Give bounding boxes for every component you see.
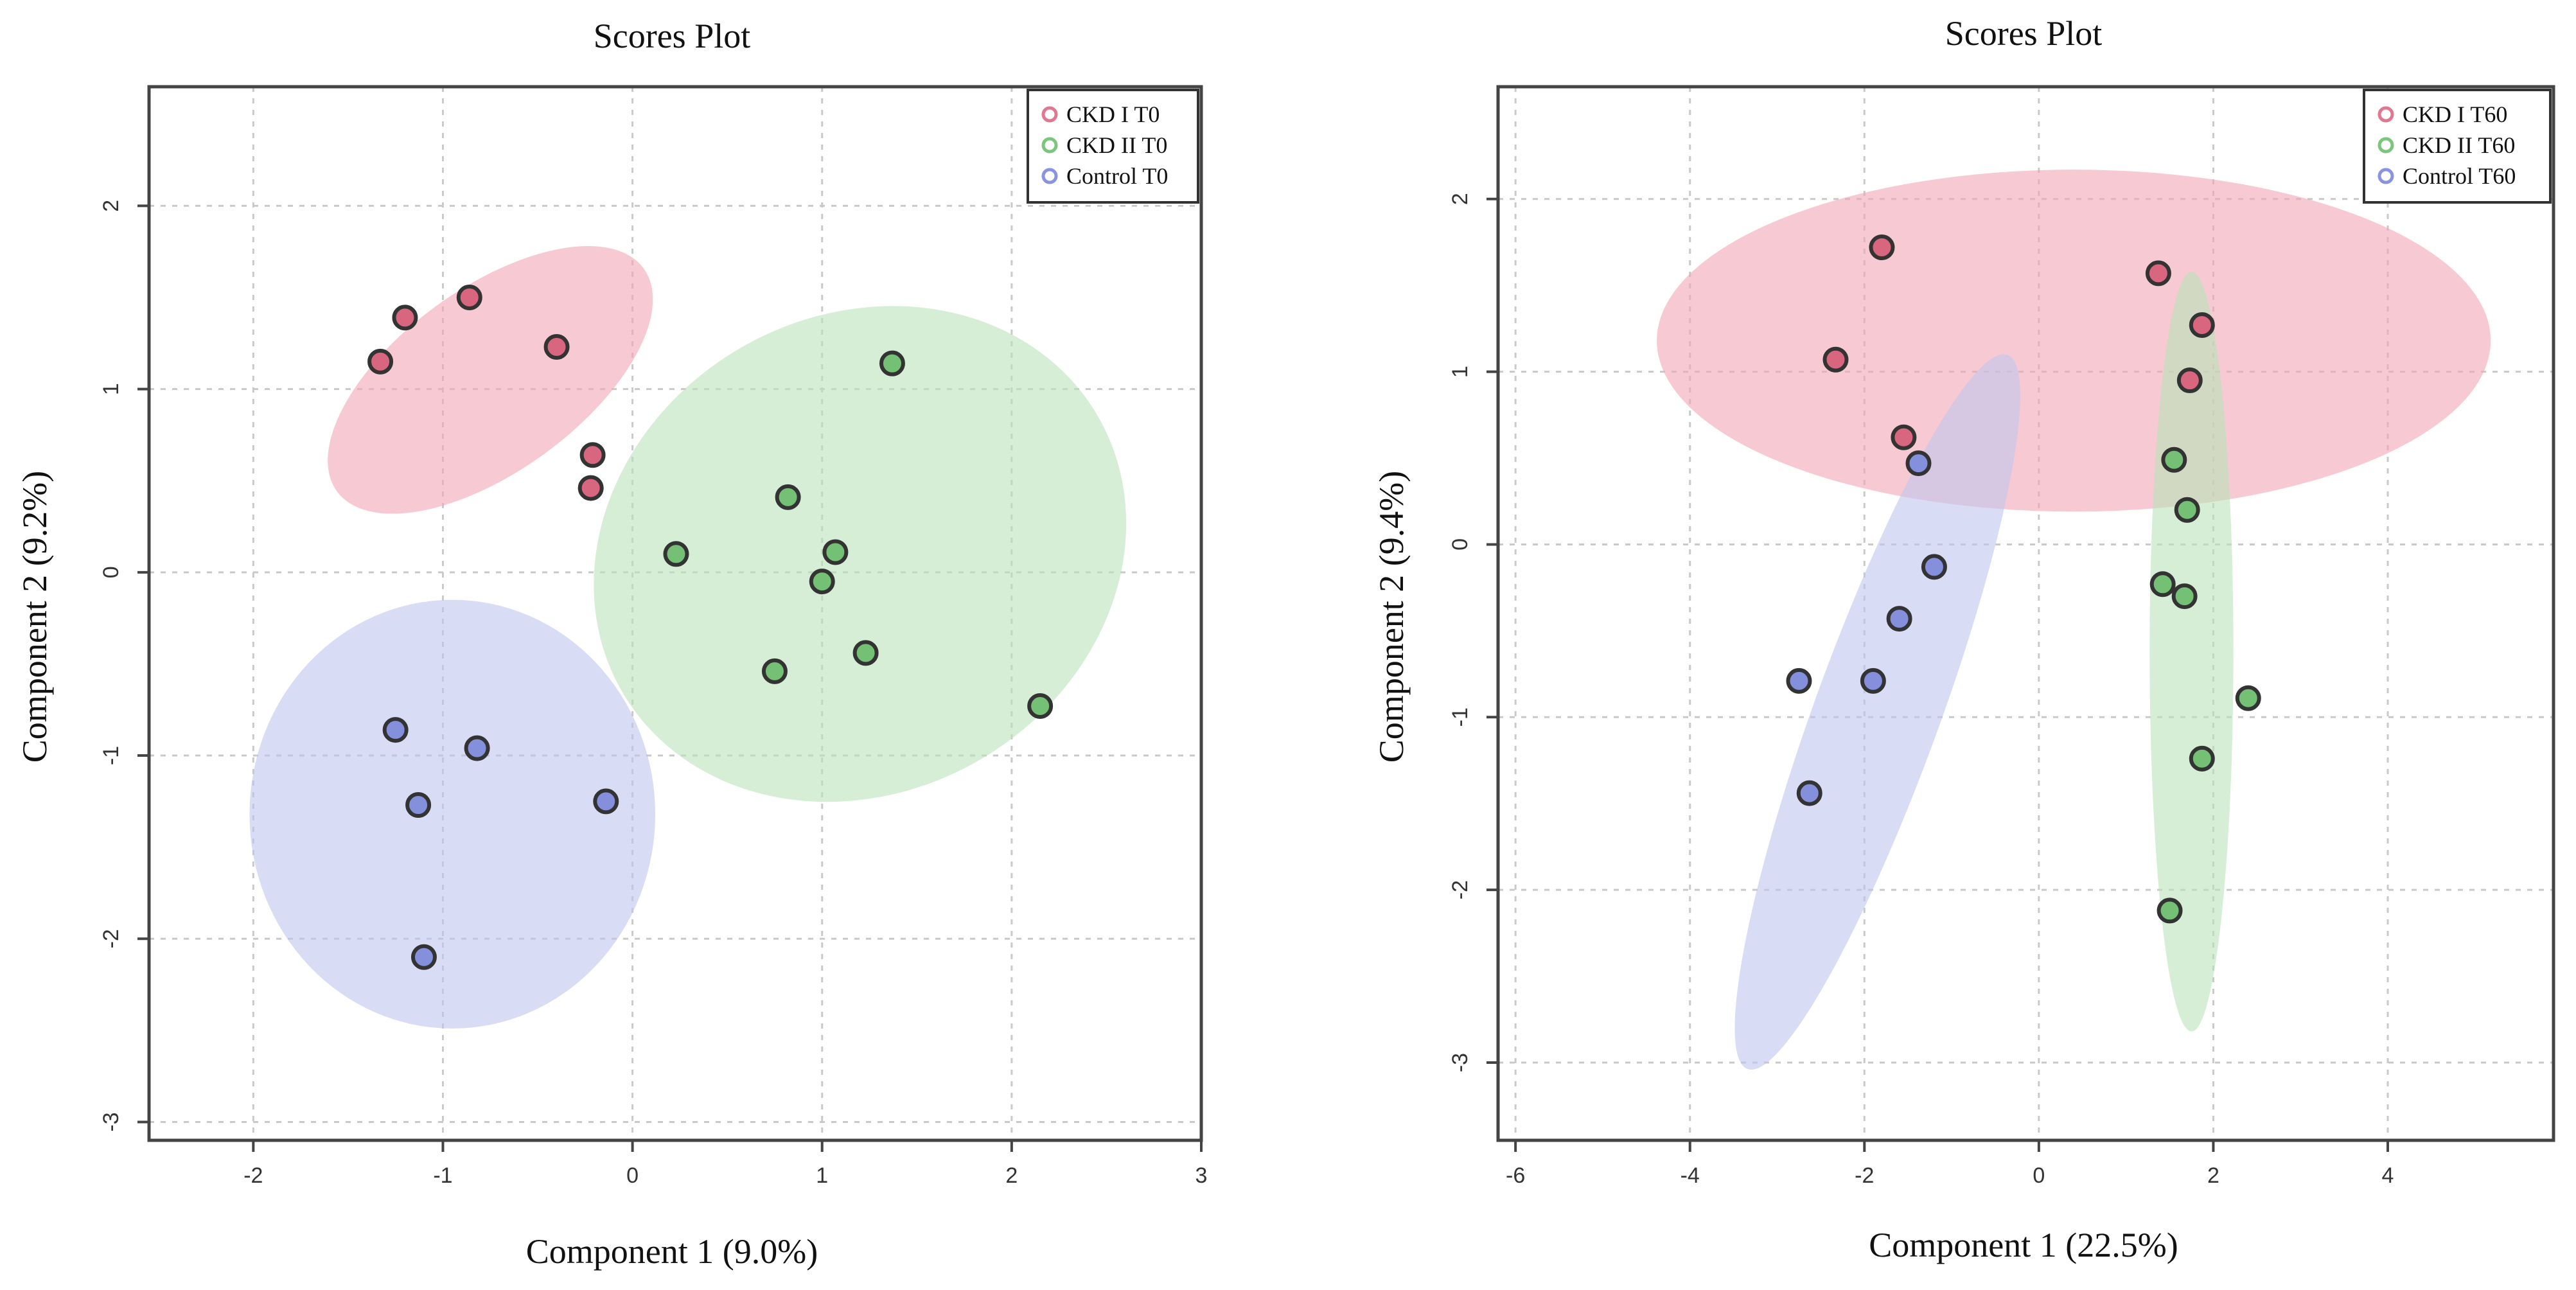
x-tick-label: -2 bbox=[1855, 1163, 1874, 1188]
data-point bbox=[392, 305, 418, 331]
y-tick-label: 2 bbox=[1448, 193, 1472, 205]
legend-box bbox=[2363, 89, 2552, 204]
legend-label: CKD I T60 bbox=[2403, 102, 2507, 127]
data-point bbox=[663, 541, 689, 567]
y-tick-label: -2 bbox=[99, 929, 123, 948]
y-tick-label: -3 bbox=[1448, 1053, 1472, 1072]
data-point bbox=[2235, 685, 2261, 711]
confidence-ellipse bbox=[1734, 354, 2020, 1070]
legend-label: CKD I T0 bbox=[1066, 102, 1160, 127]
y-tick-label: 1 bbox=[1448, 366, 1472, 378]
data-point bbox=[775, 484, 801, 510]
data-point bbox=[578, 475, 604, 501]
x-tick-label: -1 bbox=[433, 1163, 452, 1188]
y-tick-label: 1 bbox=[99, 383, 123, 395]
scores-plot-t0: -2 -1 0 1 2 3 -3 -2 -1 0 1 2 Scores Plot Component 1 … bbox=[15, 17, 1208, 1271]
data-point bbox=[2161, 446, 2187, 473]
data-point bbox=[1905, 450, 1932, 477]
legend-marker bbox=[1041, 106, 1058, 123]
x-tick-label: 0 bbox=[626, 1163, 639, 1188]
legend-marker bbox=[1041, 137, 1058, 154]
data-point bbox=[1796, 780, 1822, 806]
data-point bbox=[2171, 583, 2198, 610]
x-tick-label: 2 bbox=[2207, 1163, 2219, 1188]
data-point bbox=[879, 350, 905, 376]
plot-frame bbox=[1496, 85, 2555, 1142]
data-point bbox=[1886, 606, 1912, 632]
data-point bbox=[809, 569, 835, 595]
data-point bbox=[761, 658, 788, 684]
chart-title: Scores Plot bbox=[1945, 14, 2103, 53]
x-tick-label: -6 bbox=[1506, 1163, 1525, 1188]
y-tick-label: -1 bbox=[99, 746, 123, 765]
y-axis-label: Component 2 (9.4%) bbox=[1372, 471, 1411, 763]
legend-marker bbox=[2378, 137, 2394, 154]
x-tick-label: -2 bbox=[243, 1163, 263, 1188]
data-point bbox=[2189, 312, 2215, 339]
data-point bbox=[1921, 554, 1947, 580]
data-point bbox=[2176, 367, 2203, 394]
legend-label: CKD II T0 bbox=[1066, 132, 1167, 158]
y-tick-label: -3 bbox=[99, 1112, 123, 1131]
y-axis-label: Component 2 (9.2%) bbox=[15, 471, 54, 763]
data-point bbox=[464, 735, 490, 761]
confidence-ellipse bbox=[328, 246, 653, 514]
data-point bbox=[543, 334, 570, 360]
legend-label: CKD II T60 bbox=[2403, 132, 2515, 158]
x-tick-label: 4 bbox=[2382, 1163, 2394, 1188]
chart-title: Scores Plot bbox=[594, 17, 751, 55]
data-point bbox=[456, 285, 482, 310]
data-point bbox=[2145, 260, 2171, 287]
y-tick-label: 2 bbox=[99, 200, 123, 212]
legend-label: Control T0 bbox=[1066, 163, 1168, 189]
x-axis-label: Component 1 (9.0%) bbox=[526, 1232, 818, 1271]
legend-label: Control T60 bbox=[2403, 163, 2516, 189]
legend-marker bbox=[2378, 106, 2394, 123]
data-point bbox=[1786, 667, 1812, 694]
data-point bbox=[2189, 745, 2215, 772]
legend: CKD I T0 CKD II T0 Control T0 bbox=[1027, 89, 1199, 204]
legend: CKD I T60 CKD II T60 Control T60 bbox=[2363, 89, 2552, 204]
x-tick-label: 0 bbox=[2033, 1163, 2045, 1188]
y-tick-label: 0 bbox=[99, 566, 123, 578]
legend-marker bbox=[2378, 168, 2394, 184]
data-point bbox=[2157, 897, 2183, 924]
data-point bbox=[852, 640, 879, 666]
x-axis-label: Component 1 (22.5%) bbox=[1869, 1226, 2178, 1264]
data-point bbox=[2149, 571, 2176, 597]
data-point bbox=[822, 539, 849, 565]
y-tick-label: 0 bbox=[1448, 538, 1472, 551]
data-point bbox=[2174, 497, 2200, 523]
data-point bbox=[410, 944, 437, 970]
data-point bbox=[1027, 693, 1054, 720]
data-point bbox=[382, 717, 409, 743]
x-tick-label: 2 bbox=[1005, 1163, 1018, 1188]
data-point bbox=[1822, 346, 1849, 373]
data-point bbox=[1869, 234, 1895, 261]
x-tick-label: 3 bbox=[1195, 1163, 1208, 1188]
x-tick-label: 1 bbox=[816, 1163, 828, 1188]
confidence-ellipse bbox=[594, 306, 1127, 802]
data-point bbox=[405, 792, 432, 818]
data-point bbox=[1891, 424, 1917, 450]
plot-frame bbox=[147, 85, 1203, 1142]
scores-plot-t60: -6 -4 -2 0 2 4 -3 -2 -1 0 1 2 Scores Plot Component 1… bbox=[1372, 14, 2555, 1264]
data-point bbox=[1860, 667, 1886, 694]
data-point bbox=[579, 442, 606, 468]
legend-marker bbox=[1041, 168, 1058, 184]
y-tick-label: -2 bbox=[1448, 880, 1472, 899]
data-point bbox=[593, 788, 619, 815]
data-point bbox=[367, 348, 394, 375]
y-tick-label: -1 bbox=[1448, 707, 1472, 727]
x-tick-label: -4 bbox=[1681, 1163, 1700, 1188]
confidence-ellipse bbox=[1657, 170, 2491, 512]
confidence-ellipse bbox=[249, 599, 656, 1029]
